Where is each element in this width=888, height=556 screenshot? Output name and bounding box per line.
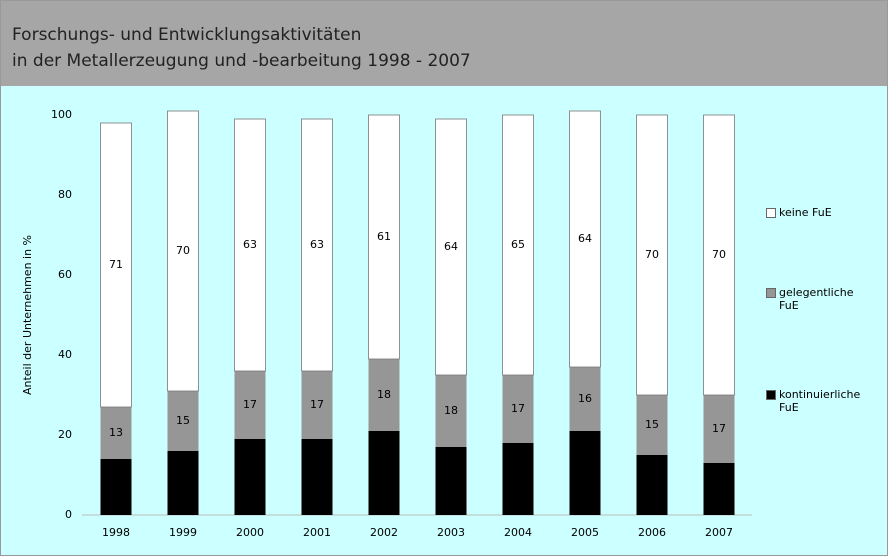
bar-segment xyxy=(234,439,266,515)
x-tick-label: 1999 xyxy=(169,526,197,539)
value-label: 63 xyxy=(243,238,257,251)
x-tick-label: 2004 xyxy=(504,526,532,539)
x-tick-label: 2005 xyxy=(571,526,599,539)
value-label: 19 xyxy=(243,470,257,483)
y-tick-label: 60 xyxy=(58,268,72,281)
value-label: 15 xyxy=(645,418,659,431)
bar-segment xyxy=(100,407,132,459)
legend-swatch xyxy=(766,390,776,400)
bar-segment xyxy=(234,118,266,372)
value-label: 64 xyxy=(578,232,592,245)
value-label: 64 xyxy=(444,240,458,253)
value-label: 70 xyxy=(645,248,659,261)
legend-item: kontinuierliche FuE xyxy=(766,388,861,414)
bar-segment xyxy=(167,451,199,515)
y-tick-label: 0 xyxy=(65,508,72,521)
y-tick-label: 80 xyxy=(58,188,72,201)
value-label: 18 xyxy=(511,472,525,485)
bar-segment xyxy=(502,443,534,515)
bar-segment xyxy=(100,459,132,515)
legend-label: gelegentliche FuE xyxy=(779,286,854,312)
value-label: 16 xyxy=(176,476,190,489)
legend-item: gelegentliche FuE xyxy=(766,286,861,312)
value-label: 21 xyxy=(578,466,592,479)
x-tick-label: 2003 xyxy=(437,526,465,539)
value-label: 19 xyxy=(310,470,324,483)
bar-segment xyxy=(301,439,333,515)
x-tick-label: 1998 xyxy=(102,526,130,539)
legend-label: kontinuierliche FuE xyxy=(779,388,861,414)
legend-swatch xyxy=(766,208,776,218)
bar-segment xyxy=(636,114,668,396)
value-label: 17 xyxy=(310,398,324,411)
legend-item: keine FuE xyxy=(766,206,861,219)
bar-segment xyxy=(703,114,735,396)
bar-segment xyxy=(435,375,467,447)
bar-segment xyxy=(636,455,668,515)
y-tick-label: 100 xyxy=(51,108,72,121)
legend-swatch xyxy=(766,288,776,298)
bar-segment xyxy=(569,431,601,515)
bar-segment xyxy=(569,110,601,368)
value-label: 14 xyxy=(109,480,123,493)
y-tick-label: 20 xyxy=(58,428,72,441)
y-axis-label: Anteil der Unternehmen in % xyxy=(21,235,34,395)
value-label: 15 xyxy=(176,414,190,427)
bar-segment xyxy=(368,431,400,515)
bar-segment xyxy=(569,367,601,431)
value-label: 71 xyxy=(109,258,123,271)
bar-segment xyxy=(435,118,467,376)
bar-segment xyxy=(368,114,400,360)
bar-segment xyxy=(167,391,199,451)
chart-title: Forschungs- und Entwicklungsaktivitäten xyxy=(12,25,361,45)
value-label: 61 xyxy=(377,230,391,243)
value-label: 65 xyxy=(511,238,525,251)
chart-title: in der Metallerzeugung und -bearbeitung … xyxy=(12,51,471,71)
value-label: 15 xyxy=(645,478,659,491)
bar-segment xyxy=(703,395,735,463)
value-label: 17 xyxy=(712,422,726,435)
value-label: 18 xyxy=(377,388,391,401)
value-label: 16 xyxy=(578,392,592,405)
bar-segment xyxy=(368,359,400,431)
x-tick-label: 2000 xyxy=(236,526,264,539)
value-label: 17 xyxy=(444,474,458,487)
value-label: 70 xyxy=(176,244,190,257)
bar-segment xyxy=(703,463,735,515)
value-label: 17 xyxy=(511,402,525,415)
bar-segment xyxy=(100,122,132,408)
bar-segment xyxy=(301,371,333,439)
value-label: 18 xyxy=(444,404,458,417)
header xyxy=(0,0,888,86)
bar-segment xyxy=(167,110,199,392)
value-label: 70 xyxy=(712,248,726,261)
x-tick-label: 2001 xyxy=(303,526,331,539)
value-label: 21 xyxy=(377,466,391,479)
bar-segment xyxy=(234,371,266,439)
value-label: 13 xyxy=(109,426,123,439)
value-label: 13 xyxy=(712,482,726,495)
y-tick-label: 40 xyxy=(58,348,72,361)
bar-segment xyxy=(502,114,534,376)
bar-segment xyxy=(502,375,534,443)
legend-label: keine FuE xyxy=(779,206,832,219)
x-tick-label: 2007 xyxy=(705,526,733,539)
value-label: 63 xyxy=(310,238,324,251)
value-label: 17 xyxy=(243,398,257,411)
bar-segment xyxy=(301,118,333,372)
bar-segment xyxy=(435,447,467,515)
bar-segment xyxy=(636,395,668,455)
x-tick-label: 2002 xyxy=(370,526,398,539)
x-tick-label: 2006 xyxy=(638,526,666,539)
